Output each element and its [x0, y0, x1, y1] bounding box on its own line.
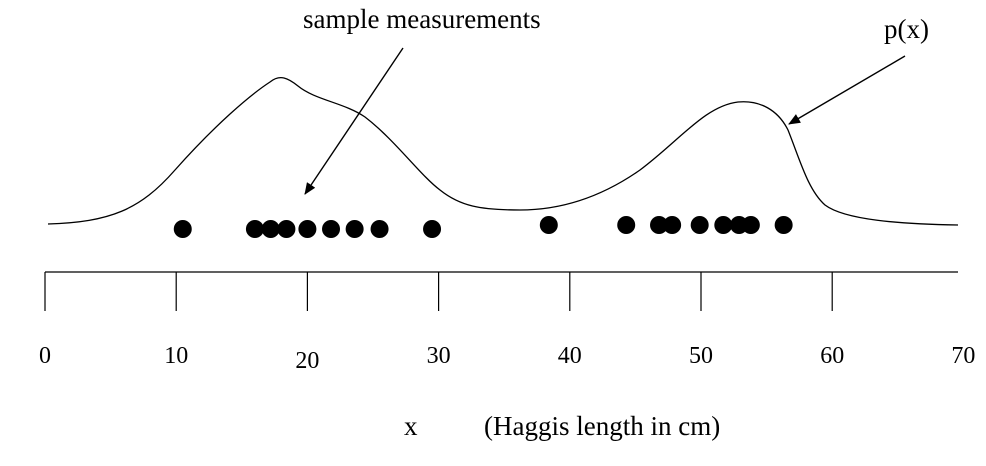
sample-point [261, 220, 280, 238]
curve-arrow [788, 55, 906, 125]
axis-variable-label: x [404, 411, 418, 441]
curve-label: p(x) [884, 14, 929, 44]
sample-point [617, 216, 636, 234]
sample-point [423, 220, 442, 238]
sample-point [277, 220, 296, 238]
samples-label: sample measurements [303, 4, 541, 34]
sample-point [774, 216, 793, 234]
x-axis-ticks: 0 10 20 30 40 50 60 70 [39, 272, 975, 374]
x-tick-label: 20 [295, 348, 319, 374]
sample-point [173, 220, 192, 238]
density-curve [47, 76, 959, 226]
sample-point [539, 216, 558, 234]
sample-point [345, 220, 364, 238]
sample-point [322, 220, 341, 238]
axis-description-label: (Haggis length in cm) [484, 411, 720, 441]
x-tick-label: 0 [39, 343, 51, 369]
sample-point [663, 216, 682, 234]
x-tick-label: 70 [951, 343, 975, 369]
sample-points [173, 216, 793, 238]
x-tick-label: 50 [689, 343, 713, 369]
sample-point [370, 220, 389, 238]
samples-arrow [304, 47, 404, 195]
x-tick-label: 60 [820, 343, 844, 369]
sample-point [298, 220, 317, 238]
sample-point [245, 220, 264, 238]
x-tick-label: 30 [427, 343, 451, 369]
sample-point [690, 216, 709, 234]
sample-point [650, 216, 669, 234]
sample-point [741, 216, 760, 234]
sample-point [714, 216, 733, 234]
x-tick-label: 10 [164, 343, 188, 369]
x-tick-label: 40 [558, 343, 582, 369]
